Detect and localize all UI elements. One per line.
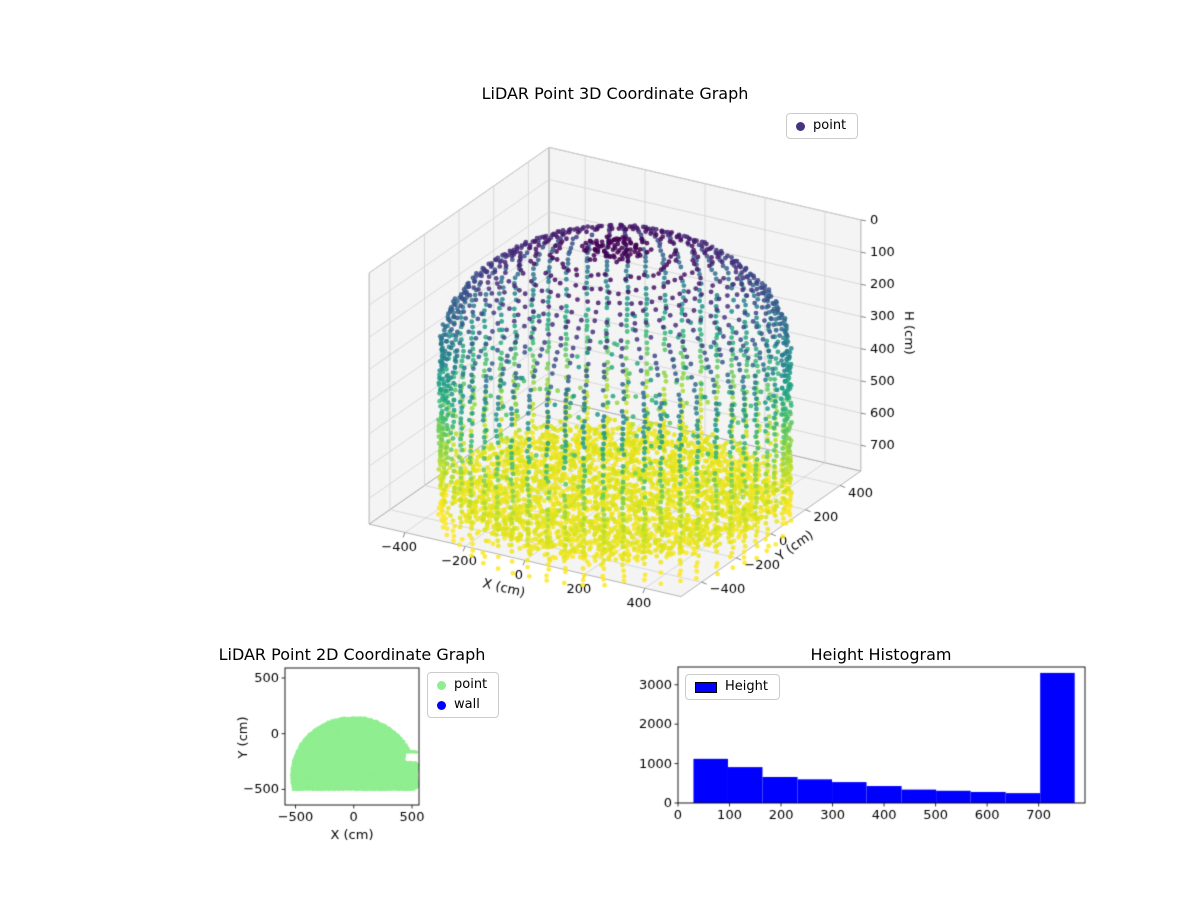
wall-marker-icon bbox=[437, 700, 446, 710]
plot2d-title: LiDAR Point 2D Coordinate Graph bbox=[218, 645, 486, 664]
point-marker-icon bbox=[437, 680, 446, 690]
plot2d-legend-label-wall: wall bbox=[454, 697, 480, 712]
plot2d-legend-label-point: point bbox=[454, 677, 488, 692]
hist-legend-label: Height bbox=[725, 679, 768, 694]
hist-legend: Height bbox=[685, 674, 780, 700]
point-marker-icon bbox=[796, 121, 805, 131]
hist-title: Height Histogram bbox=[810, 645, 952, 664]
plot3d-legend: point bbox=[786, 113, 859, 139]
height-patch-icon bbox=[695, 681, 717, 693]
legend-entry-wall: wall bbox=[437, 697, 487, 713]
legend-entry-point: point bbox=[796, 118, 846, 134]
legend-entry-point: point bbox=[437, 677, 487, 693]
legend-entry-height: Height bbox=[695, 679, 768, 695]
plot3d-title: LiDAR Point 3D Coordinate Graph bbox=[481, 84, 749, 103]
plot3d-legend-label: point bbox=[813, 118, 847, 133]
plot2d-legend: point wall bbox=[427, 672, 500, 718]
